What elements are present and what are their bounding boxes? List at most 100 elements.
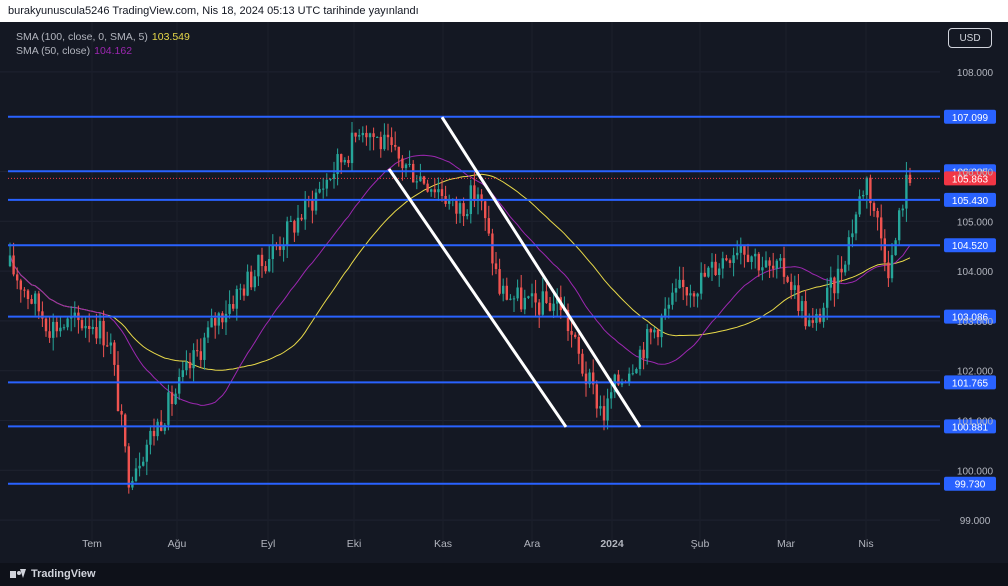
candle-up[interactable] — [865, 176, 868, 209]
candle-up[interactable] — [66, 317, 69, 331]
candle-up[interactable] — [62, 324, 66, 331]
candle-up[interactable] — [325, 173, 328, 197]
candle-down[interactable] — [444, 185, 447, 207]
candle-down[interactable] — [188, 352, 192, 379]
candle-down[interactable] — [372, 127, 375, 151]
candle-down[interactable] — [23, 287, 26, 298]
candle-up[interactable] — [235, 285, 238, 321]
candle-down[interactable] — [804, 290, 807, 330]
candle-down[interactable] — [487, 205, 490, 237]
candle-up[interactable] — [296, 205, 300, 236]
candle-down[interactable] — [12, 242, 15, 277]
candle-down[interactable] — [703, 264, 706, 278]
candle-up[interactable] — [671, 283, 674, 310]
candle-up[interactable] — [898, 207, 901, 245]
candle-down[interactable] — [883, 229, 886, 272]
candle-up[interactable] — [653, 327, 656, 339]
candle-up[interactable] — [530, 283, 534, 308]
candle-up[interactable] — [469, 179, 472, 224]
candle-up[interactable] — [415, 175, 418, 190]
candle-down[interactable] — [595, 380, 598, 418]
candle-down[interactable] — [876, 207, 879, 231]
candle-down[interactable] — [548, 297, 552, 312]
candle-up[interactable] — [404, 163, 408, 177]
candle-up[interactable] — [174, 388, 177, 405]
candle-down[interactable] — [440, 179, 444, 202]
candle-up[interactable] — [419, 163, 422, 182]
candle-up[interactable] — [224, 300, 228, 335]
candle-down[interactable] — [95, 313, 98, 345]
candle-up[interactable] — [829, 266, 832, 301]
candle-up[interactable] — [458, 200, 462, 224]
candle-down[interactable] — [491, 228, 494, 276]
candle-down[interactable] — [426, 179, 429, 193]
candle-down[interactable] — [685, 286, 688, 306]
candle-down[interactable] — [768, 257, 771, 279]
candle-up[interactable] — [646, 324, 649, 365]
candle-up[interactable] — [52, 313, 55, 351]
candle-down[interactable] — [232, 295, 235, 312]
candle-down[interactable] — [386, 123, 390, 151]
candle-down[interactable] — [714, 253, 717, 276]
candle-down[interactable] — [880, 204, 883, 251]
candle-down[interactable] — [48, 317, 51, 343]
candle-down[interactable] — [887, 250, 890, 287]
candle-down[interactable] — [152, 418, 156, 446]
candle-down[interactable] — [88, 313, 91, 343]
candle-down[interactable] — [743, 244, 746, 268]
candle-up[interactable] — [826, 278, 829, 321]
candle-down[interactable] — [26, 289, 30, 310]
candle-up[interactable] — [350, 122, 354, 171]
candle-down[interactable] — [811, 307, 814, 328]
candle-up[interactable] — [502, 278, 505, 302]
candle-up[interactable] — [700, 262, 703, 300]
candle-up[interactable] — [210, 308, 213, 328]
candle-down[interactable] — [833, 276, 836, 307]
candle-up[interactable] — [109, 333, 112, 355]
candle-down[interactable] — [602, 395, 606, 431]
candle-up[interactable] — [523, 289, 526, 315]
candle-down[interactable] — [757, 251, 760, 277]
candle-up[interactable] — [448, 194, 451, 210]
candle-up[interactable] — [718, 263, 721, 287]
candle-up[interactable] — [847, 230, 850, 271]
candle-down[interactable] — [365, 125, 368, 146]
candle-up[interactable] — [750, 255, 753, 270]
candle-up[interactable] — [192, 343, 195, 382]
candle-up[interactable] — [314, 188, 318, 215]
candle-up[interactable] — [638, 345, 642, 376]
candle-down[interactable] — [649, 327, 652, 345]
candle-down[interactable] — [566, 303, 570, 341]
candle-up[interactable] — [318, 181, 321, 194]
candle-up[interactable] — [815, 308, 818, 331]
candle-down[interactable] — [869, 174, 872, 216]
candle-up[interactable] — [736, 240, 739, 260]
candle-up[interactable] — [606, 388, 609, 430]
candle-up[interactable] — [844, 260, 847, 276]
candle-down[interactable] — [656, 328, 660, 346]
candle-up[interactable] — [257, 254, 260, 286]
candle-up[interactable] — [739, 237, 742, 265]
candle-up[interactable] — [512, 295, 516, 312]
candle-up[interactable] — [836, 255, 840, 300]
candle-down[interactable] — [16, 267, 19, 290]
candle-up[interactable] — [775, 258, 778, 279]
candle-down[interactable] — [311, 190, 314, 224]
candle-up[interactable] — [286, 216, 289, 259]
candle-down[interactable] — [127, 443, 130, 494]
candle-up[interactable] — [466, 209, 469, 220]
candle-down[interactable] — [44, 316, 48, 337]
candle-up[interactable] — [163, 422, 166, 435]
tradingview-logo[interactable]: TradingView — [10, 568, 96, 580]
candle-up[interactable] — [343, 157, 346, 166]
candle-up[interactable] — [721, 251, 724, 279]
candle-up[interactable] — [674, 278, 678, 302]
candle-down[interactable] — [592, 359, 595, 395]
candle-down[interactable] — [170, 385, 174, 416]
candle-down[interactable] — [725, 254, 728, 262]
candle-down[interactable] — [196, 339, 199, 357]
candle-down[interactable] — [250, 265, 253, 291]
candle-up[interactable] — [556, 288, 559, 317]
candle-down[interactable] — [307, 195, 310, 208]
candle-up[interactable] — [890, 243, 894, 283]
